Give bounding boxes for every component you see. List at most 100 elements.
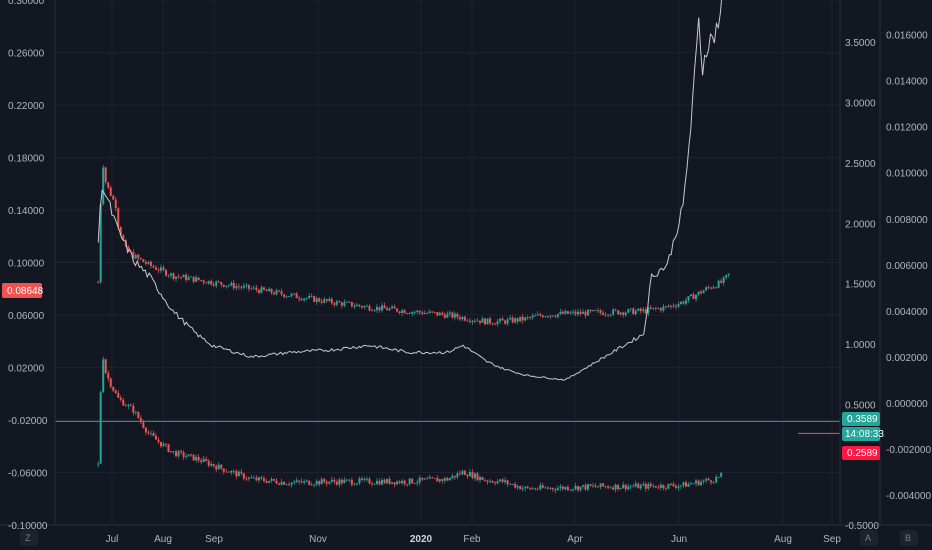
- candle-body: [684, 482, 687, 487]
- candle-body: [581, 311, 584, 314]
- middle-price-axis[interactable]: 3.5000 3.0000 2.5000 2.0000 1.5000 1.0000 0.50…: [845, 38, 879, 532]
- candle-body: [451, 475, 454, 479]
- candle-body: [604, 314, 607, 316]
- candle-body: [561, 486, 564, 490]
- candle-body: [549, 487, 552, 489]
- candle-body: [144, 427, 147, 433]
- candle-body: [664, 306, 667, 307]
- time-axis-tick: Aug: [154, 534, 172, 545]
- candle-body: [338, 479, 341, 485]
- candle-body: [614, 309, 617, 311]
- right-price-axis[interactable]: 0.016000 0.014000 0.012000 0.010000 0.008000…: [886, 31, 931, 503]
- candle-body: [418, 477, 421, 483]
- candle-body: [576, 311, 579, 315]
- candle-body: [177, 451, 180, 457]
- left-price-axis[interactable]: 0.30000 0.26000 0.22000 0.18000 0.14000 0.100…: [8, 0, 48, 532]
- candle-body: [421, 477, 424, 480]
- scale-b-button[interactable]: B: [900, 530, 918, 546]
- candle-body: [355, 304, 358, 307]
- candle-body: [546, 487, 549, 489]
- middle-axis-tick: 0.5000: [845, 400, 876, 411]
- candle-body: [556, 314, 559, 317]
- left-axis-tick: 0.18000: [8, 154, 45, 165]
- candle-body: [267, 480, 270, 483]
- time-axis[interactable]: Jul Aug Sep Nov 2020 Feb Apr Jun Aug Sep: [106, 534, 842, 545]
- candle-body: [649, 483, 652, 486]
- candle-body: [504, 480, 507, 482]
- auto-scale-button[interactable]: A: [860, 530, 878, 546]
- candle-body: [607, 314, 610, 316]
- candle-body: [391, 482, 394, 484]
- candle-body: [597, 486, 600, 488]
- candle-body: [167, 275, 170, 277]
- candle-body: [250, 477, 253, 479]
- candle-body: [132, 251, 135, 259]
- candle-body: [478, 476, 481, 481]
- candle-body: [544, 316, 547, 318]
- candle-body: [594, 485, 597, 487]
- candle-body: [338, 301, 341, 303]
- candle-body: [468, 320, 471, 322]
- candle-body: [672, 305, 675, 307]
- candle-body: [486, 318, 489, 325]
- candle-body: [413, 311, 416, 313]
- candle-body: [599, 310, 602, 313]
- candle-body: [137, 254, 140, 259]
- candle-body: [662, 484, 665, 488]
- candle-body: [649, 307, 652, 309]
- candle-body: [602, 312, 605, 315]
- candle-body: [182, 274, 185, 278]
- candle-body: [386, 478, 389, 484]
- candle-body: [654, 307, 657, 309]
- candle-body: [484, 480, 487, 481]
- candle-body: [97, 282, 100, 283]
- candle-body: [496, 481, 499, 484]
- candle-body: [383, 305, 386, 309]
- candle-body: [657, 487, 660, 489]
- candle-body: [170, 273, 173, 276]
- candle-body: [144, 262, 147, 264]
- candle-body: [684, 300, 687, 304]
- candle-body: [222, 468, 225, 472]
- candle-body: [381, 479, 384, 485]
- candle-body: [639, 485, 642, 489]
- candle-body: [195, 456, 198, 461]
- candle-body: [536, 314, 539, 316]
- time-axis-tick: Nov: [309, 534, 327, 545]
- candle-body: [232, 470, 235, 472]
- candle-body: [348, 301, 351, 303]
- candle-body: [499, 479, 502, 482]
- candle-body: [514, 483, 517, 488]
- candle-body: [652, 307, 655, 309]
- candle-body: [695, 480, 698, 484]
- candle-body: [149, 433, 152, 434]
- candle-body: [358, 478, 361, 484]
- candle-body: [122, 399, 125, 406]
- candle-body: [423, 312, 426, 315]
- right-axis-tick: -0.004000: [886, 491, 931, 502]
- candle-body: [679, 301, 682, 305]
- candle-body: [393, 482, 396, 485]
- candle-body: [448, 312, 451, 314]
- left-axis-tick: 0.14000: [8, 206, 45, 217]
- zoom-toggle-button[interactable]: Z: [20, 530, 38, 546]
- candle-body: [172, 273, 175, 279]
- candle-body: [180, 276, 183, 278]
- candle-body: [559, 311, 562, 315]
- candle-body: [584, 311, 587, 316]
- candle-body: [360, 306, 363, 308]
- candle-body: [225, 285, 228, 287]
- candle-body: [418, 310, 421, 313]
- candle-body: [230, 282, 233, 286]
- candle-body: [727, 273, 730, 275]
- candle-body: [458, 473, 461, 475]
- right-axis-tick: 0.002000: [886, 353, 928, 364]
- candle-body: [315, 480, 318, 485]
- candle-body: [119, 227, 122, 236]
- right-axis-tick: -0.002000: [886, 445, 931, 456]
- candle-body: [481, 476, 484, 481]
- candle-body: [207, 280, 210, 284]
- candle-body: [657, 308, 660, 309]
- candle-body: [200, 279, 203, 281]
